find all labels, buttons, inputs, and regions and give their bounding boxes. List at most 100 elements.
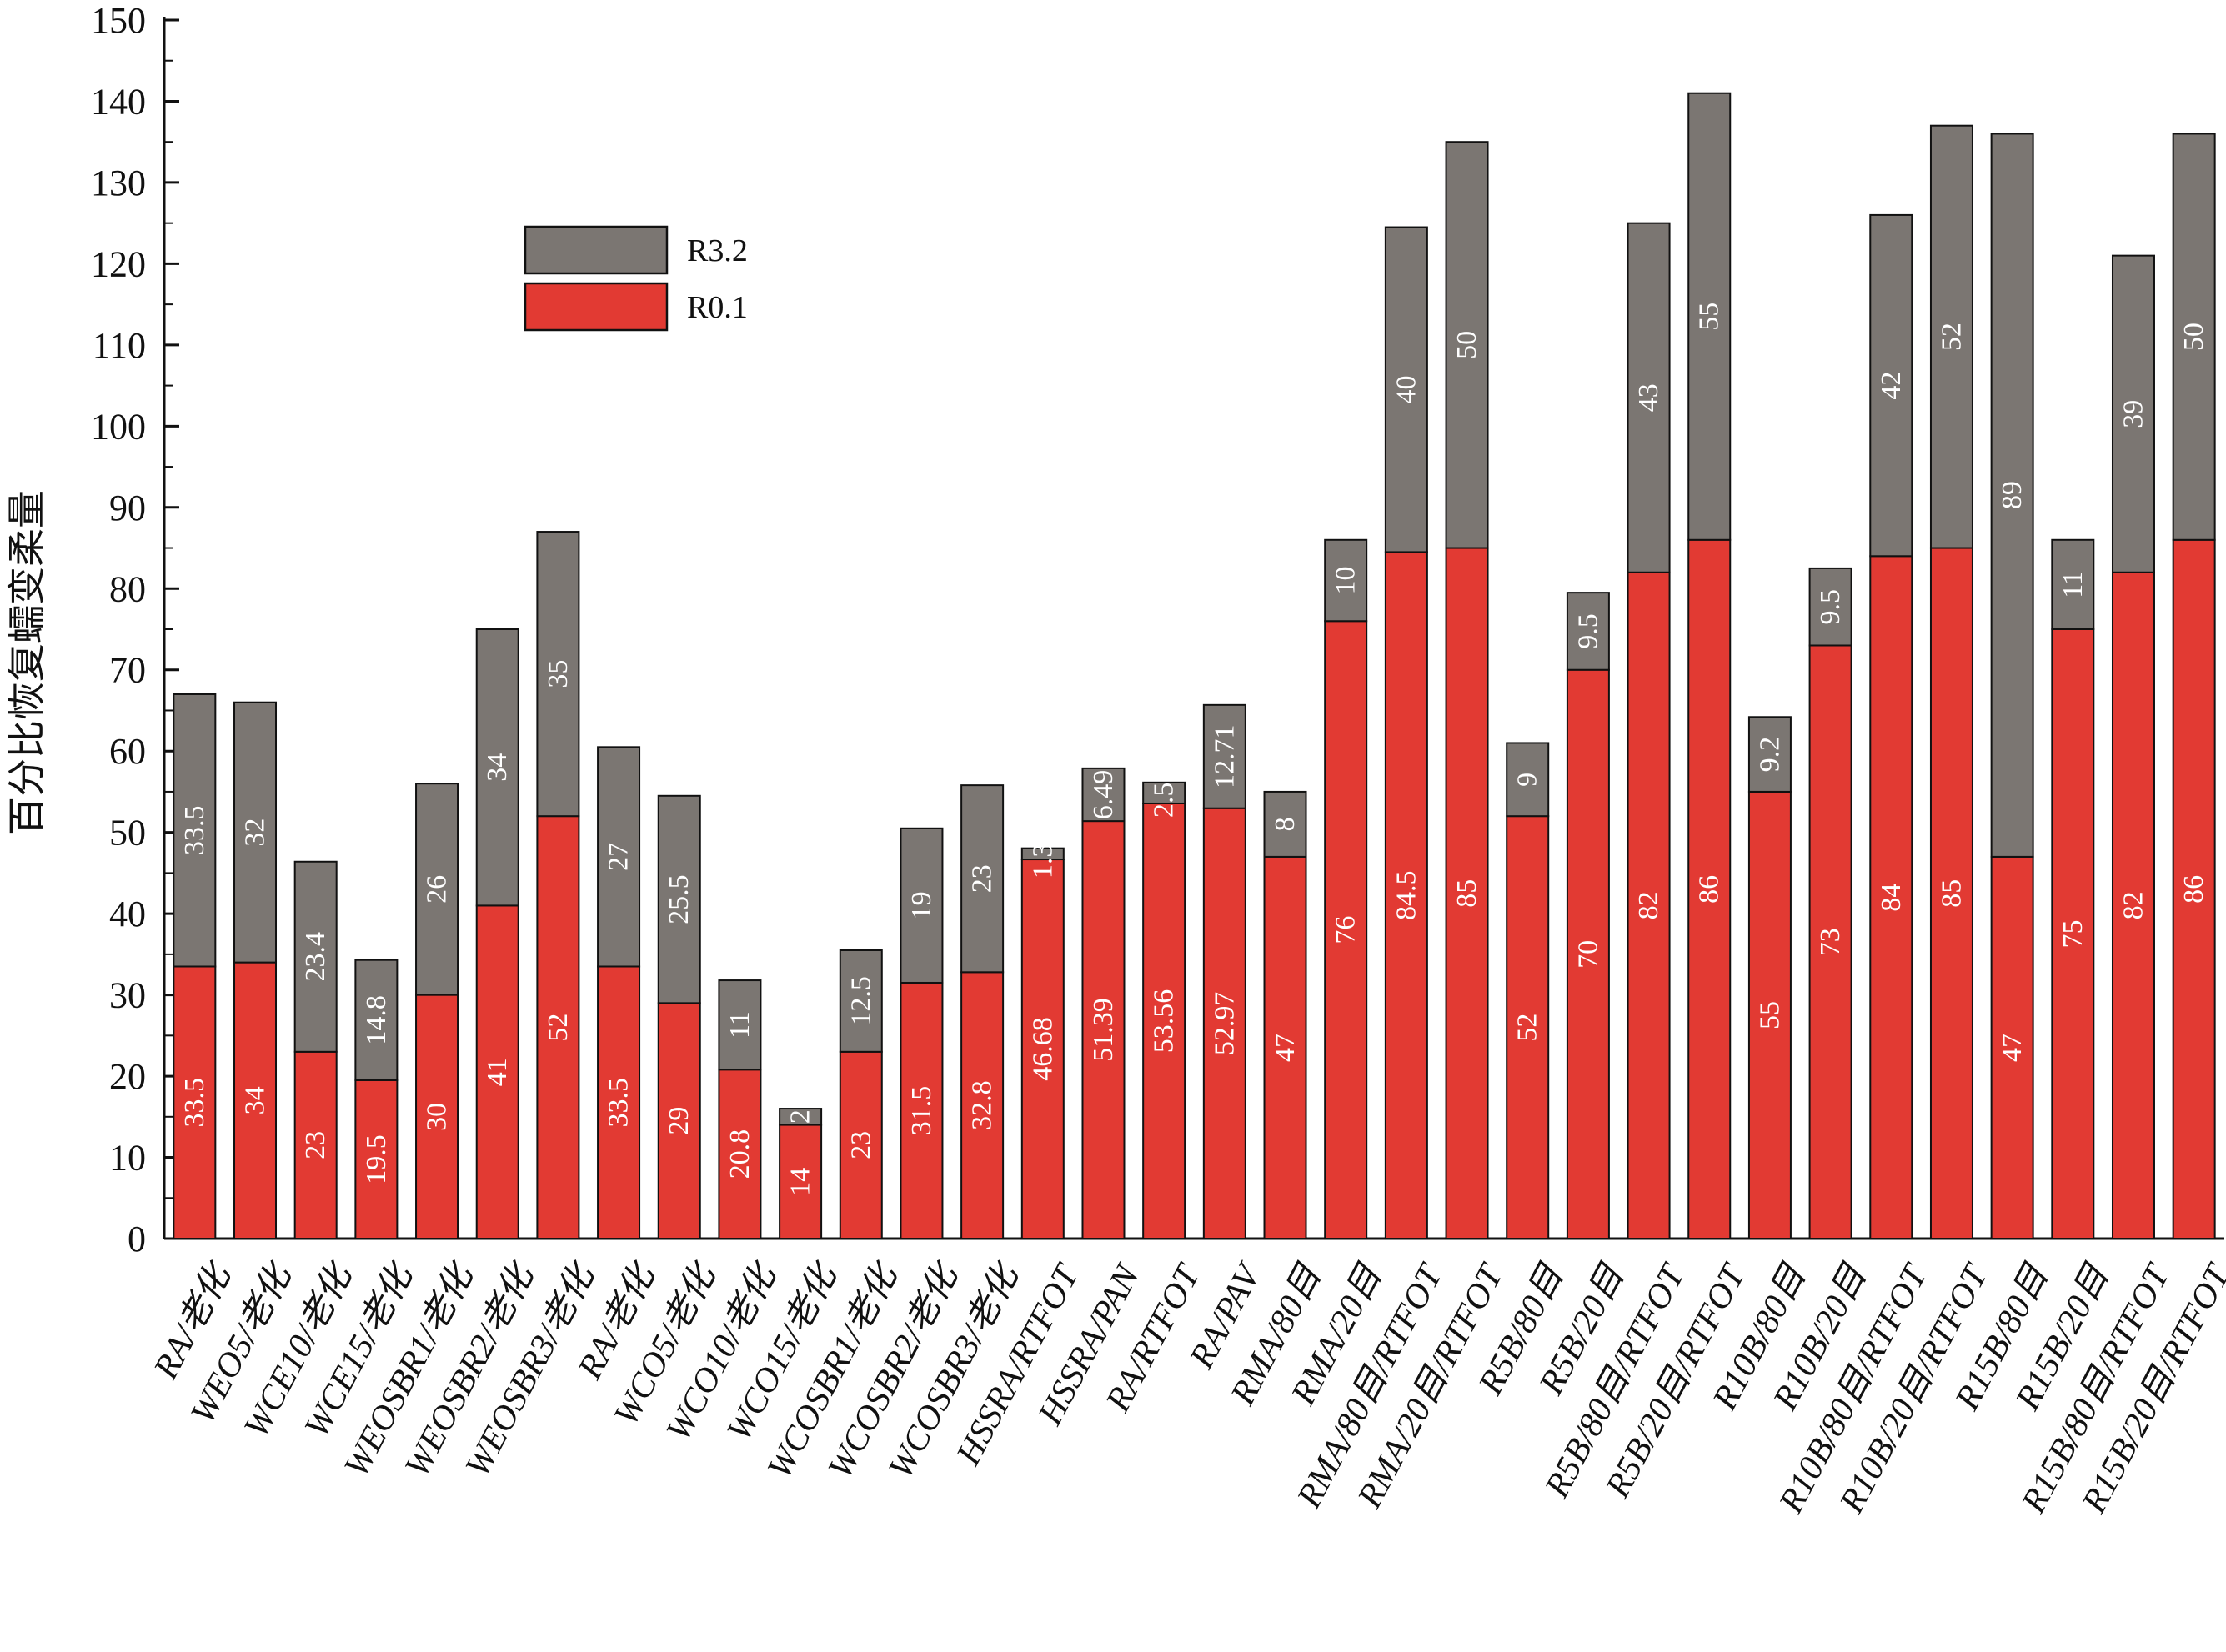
bar-r3-2 — [718, 979, 762, 1071]
bar-r3-2 — [1566, 592, 1610, 671]
y-tick-label: 70 — [109, 650, 146, 691]
y-tick-label: 50 — [109, 813, 146, 854]
bars: 33.5 33.5 34 32 23 23.4 19.5 14.8 30 26 41 34 52 35 33… — [173, 92, 2216, 1240]
bar-r3-2 — [1929, 124, 1973, 549]
bar-r3-2 — [960, 784, 1005, 974]
bar-label-r3-2: 34 — [482, 753, 513, 782]
y-tick-label: 80 — [109, 568, 146, 609]
bar-label-r0-1: 52 — [543, 1014, 574, 1042]
bar-label-r0-1: 84 — [1876, 884, 1907, 912]
bar-label-r0-1: 84.5 — [1391, 870, 1421, 920]
bar-r0-1 — [415, 994, 459, 1239]
bar-r3-2 — [1445, 141, 1489, 549]
bar-r0-1 — [1324, 620, 1368, 1239]
bar-r3-2 — [2111, 254, 2155, 573]
bar-label-r0-1: 32.8 — [967, 1080, 998, 1130]
bar-label-r3-2: 9 — [1512, 773, 1543, 787]
y-tick-label: 20 — [109, 1056, 146, 1097]
bar-label-r0-1: 19.5 — [361, 1134, 392, 1184]
bar-r3-2 — [1869, 213, 1913, 558]
x-axis: RA/老化WEO5/老化WCE10/老化WCE15/老化WEOSBR1/老化WE… — [147, 1237, 2226, 1520]
bar-label-r3-2: 12.5 — [845, 976, 876, 1026]
bar-r0-1 — [657, 1002, 701, 1239]
bar-label-r0-1: 33.5 — [604, 1078, 634, 1128]
bar-r0-1 — [1081, 820, 1126, 1239]
bar-label-r3-2: 35 — [543, 660, 574, 688]
bar-r3-2 — [475, 628, 519, 907]
bar-label-r3-2: 10 — [1331, 567, 1361, 595]
y-tick-label: 130 — [91, 163, 146, 203]
legend-swatch — [524, 225, 669, 275]
bar-r3-2 — [354, 959, 399, 1081]
bar-label-r3-2: 50 — [1451, 331, 1482, 359]
bar-label-r3-2: 52 — [1936, 323, 1967, 351]
bar-label-r0-1: 31.5 — [906, 1086, 937, 1136]
bar-label-r3-2: 2.58 — [1149, 768, 1180, 818]
bar-r0-1 — [1929, 547, 1973, 1239]
y-axis: 0 10 20 30 40 50 60 70 80 90 100 110 120 130 140 150 — [91, 0, 179, 1259]
bar-label-r3-2: 8 — [1270, 817, 1301, 831]
bar-r0-1 — [1506, 815, 1550, 1239]
bar-label-r0-1: 20.8 — [724, 1129, 755, 1179]
bar-r3-2 — [1990, 133, 2034, 858]
bar-label-r0-1: 53.56 — [1149, 989, 1180, 1054]
bar-r3-2 — [1808, 567, 1852, 647]
bar-r3-2 — [1020, 847, 1065, 861]
bar-r3-2 — [233, 701, 278, 964]
bar-label-r0-1: 52.97 — [1209, 992, 1240, 1056]
bar-label-r3-2: 26 — [422, 875, 453, 904]
bar-r0-1 — [1384, 551, 1428, 1239]
legend: R3.2 R0.1 — [524, 225, 748, 332]
bar-label-r3-2: 2 — [785, 1109, 816, 1124]
y-tick-label: 60 — [109, 731, 146, 772]
bar-label-r3-2: 40 — [1391, 375, 1421, 403]
bar-label-r0-1: 76 — [1331, 916, 1361, 944]
bar-r0-1 — [1202, 807, 1246, 1239]
bar-r3-2 — [2172, 133, 2216, 541]
y-tick-label: 10 — [109, 1138, 146, 1179]
bar-label-r3-2: 12.71 — [1209, 725, 1240, 789]
bar-r0-1 — [960, 971, 1005, 1239]
bar-label-r0-1: 86 — [1694, 875, 1725, 904]
bar-r0-1 — [900, 981, 944, 1239]
bar-r3-2 — [1747, 716, 1792, 793]
bar-r0-1 — [779, 1124, 823, 1239]
bar-r0-1 — [293, 1050, 338, 1239]
bar-label-r0-1: 86 — [2178, 875, 2209, 904]
bar-label-r0-1: 82 — [2118, 891, 2148, 919]
bar-label-r0-1: 23 — [845, 1131, 876, 1159]
bar-r0-1 — [1990, 855, 2034, 1239]
bar-r0-1 — [1020, 859, 1065, 1240]
bar-label-r3-2: 33.5 — [179, 805, 210, 855]
legend-label: R3.2 — [687, 233, 748, 268]
y-tick-label: 150 — [91, 0, 146, 41]
bar-r3-2 — [1687, 92, 1732, 541]
bar-label-r0-1: 30 — [422, 1103, 453, 1131]
bar-label-r3-2: 32 — [240, 818, 271, 847]
y-tick-label: 90 — [109, 488, 146, 528]
bar-r3-2 — [1506, 742, 1550, 818]
bar-label-r3-2: 25.5 — [664, 874, 694, 924]
bar-label-r0-1: 29 — [664, 1107, 694, 1135]
bar-label-r0-1: 33.5 — [179, 1078, 210, 1128]
bar-r0-1 — [354, 1079, 399, 1239]
bar-label-r3-2: 23 — [967, 864, 998, 893]
bar-r3-2 — [657, 794, 701, 1004]
bar-label-r0-1: 47 — [1997, 1034, 2028, 1062]
bar-label-r0-1: 82 — [1633, 891, 1664, 919]
bar-r0-1 — [1263, 855, 1307, 1239]
bar-label-r0-1: 46.68 — [1027, 1017, 1058, 1081]
bar-r3-2 — [1081, 767, 1126, 823]
bar-r3-2 — [597, 746, 641, 968]
y-tick-label: 0 — [128, 1219, 146, 1259]
y-tick-label: 110 — [93, 325, 146, 366]
bar-label-r0-1: 23 — [300, 1131, 331, 1159]
bar-label-r3-2: 89 — [1997, 481, 2028, 509]
bar-label-r3-2: 9.5 — [1815, 589, 1846, 625]
bar-r3-2 — [1324, 538, 1368, 623]
y-tick-label: 140 — [91, 81, 146, 122]
bar-r0-1 — [1142, 802, 1186, 1239]
bar-r3-2 — [173, 693, 217, 968]
